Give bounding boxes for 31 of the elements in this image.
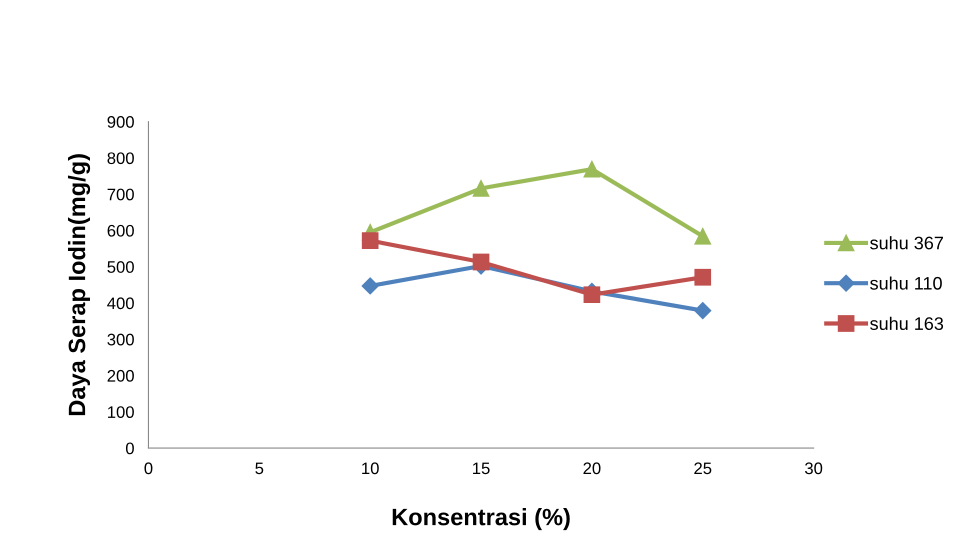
- x-tick-label: 5: [255, 462, 264, 474]
- point: [472, 254, 490, 270]
- point: [694, 268, 712, 286]
- x-axis-title: Konsentrasi (%): [392, 508, 570, 530]
- y-tick-label: 500: [107, 261, 134, 273]
- legend-label: suhu 367: [870, 236, 943, 250]
- x-tick-label: 30: [804, 462, 822, 474]
- point: [694, 228, 712, 245]
- legend-label: suhu 163: [870, 316, 944, 330]
- y-tick-label: 300: [107, 334, 134, 346]
- y-tick-label: 200: [108, 370, 134, 382]
- y-tick-label: 100: [108, 406, 134, 418]
- point: [694, 302, 712, 320]
- point: [584, 160, 600, 178]
- point: [584, 286, 600, 303]
- y-tick-label: 900: [108, 116, 134, 128]
- legend-label: suhu 110: [870, 276, 942, 290]
- x-tick-label: 10: [362, 462, 379, 474]
- point: [362, 232, 379, 249]
- y-tick-label: 400: [107, 297, 134, 310]
- x-tick-label: 20: [583, 462, 601, 474]
- point: [362, 277, 379, 294]
- x-tick-label: 0: [144, 462, 152, 474]
- y-tick-label: 700: [108, 188, 134, 200]
- x-tick-label: 25: [694, 462, 712, 474]
- y-tick-label: 0: [126, 442, 134, 454]
- x-tick-label: 15: [473, 462, 490, 474]
- y-tick-label: 600: [108, 224, 134, 237]
- point: [472, 180, 490, 197]
- y-tick-label: 800: [107, 152, 134, 164]
- y-axis-title: Daya Serap Iodin(mg/g): [68, 154, 90, 416]
